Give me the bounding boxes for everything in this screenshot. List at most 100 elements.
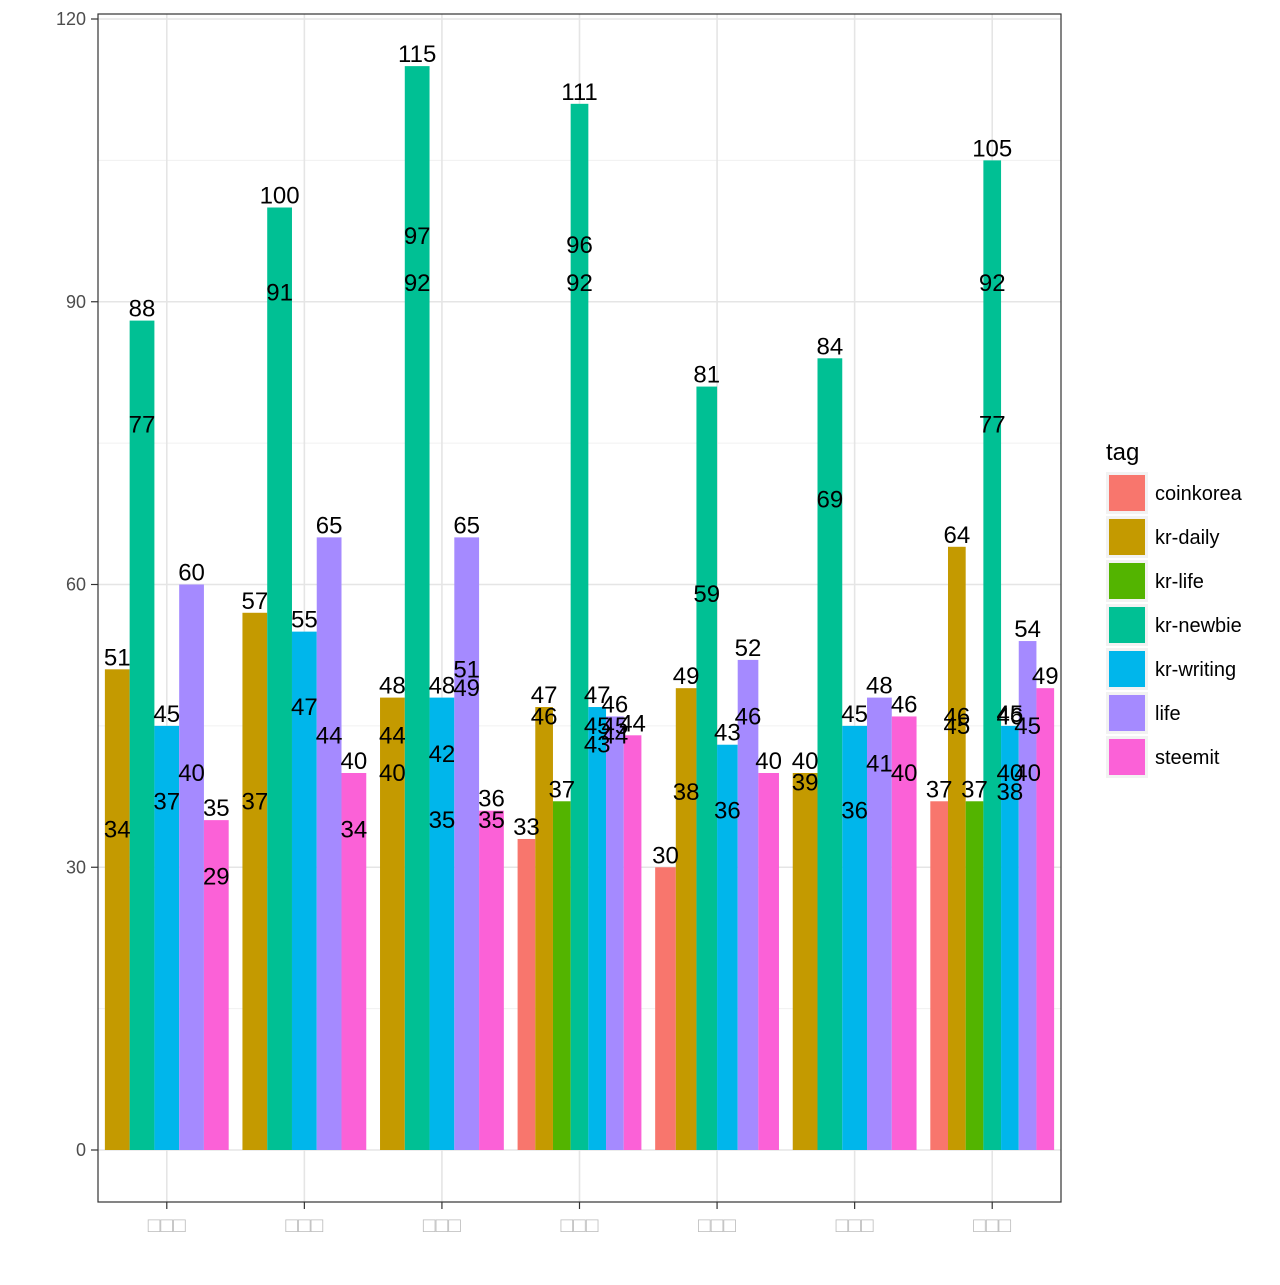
data-label: 91 [266, 279, 293, 306]
bar-kr-writing [717, 744, 738, 1150]
legend-swatch-life [1109, 695, 1145, 731]
data-label: 40 [997, 760, 1024, 787]
bar-value-label: 64 [943, 522, 970, 549]
bar-value-label: 100 [260, 183, 300, 210]
legend-swatch-kr-daily [1109, 519, 1145, 555]
bar-value-label: 60 [178, 560, 205, 587]
data-label: 44 [316, 722, 343, 749]
bar-value-label: 40 [792, 748, 819, 775]
bar-value-label: 51 [104, 644, 131, 671]
data-label: 37 [153, 788, 180, 815]
bar-value-label: 48 [379, 673, 406, 700]
bar-value-label: 46 [602, 691, 629, 718]
data-label: 38 [997, 779, 1024, 806]
bar-value-label: 105 [972, 135, 1012, 162]
data-label: 77 [979, 411, 1006, 438]
legend-label-kr-newbie: kr-newbie [1155, 615, 1242, 637]
data-label: 92 [404, 270, 431, 297]
bar-value-label: 47 [531, 682, 558, 709]
data-label: 92 [566, 270, 593, 297]
bar-steemit [479, 810, 504, 1150]
bars [104, 66, 1055, 1151]
bar-kr-newbie [267, 207, 292, 1150]
legend-title: tag [1106, 439, 1139, 466]
legend-label-steemit: steemit [1155, 747, 1220, 769]
x-tick-label: □□□ [423, 1214, 461, 1237]
bar-kr-writing [429, 697, 455, 1150]
data-label: 46 [531, 703, 558, 730]
data-label: 44 [379, 722, 406, 749]
y-tick-label: 0 [76, 1140, 86, 1160]
bar-kr-writing [291, 631, 317, 1150]
bar-kr-writing [154, 725, 180, 1150]
data-label: 43 [584, 732, 611, 759]
bar-value-label: 33 [513, 814, 540, 841]
x-tick-label: □□□ [836, 1214, 874, 1237]
y-tick-label: 90 [66, 292, 86, 312]
data-label: 37 [241, 788, 268, 815]
bar-kr-newbie [817, 358, 843, 1150]
data-label: 41 [866, 751, 893, 778]
legend-swatch-kr-life [1109, 563, 1145, 599]
bar-value-label: 40 [755, 748, 782, 775]
data-label: 45 [1014, 713, 1041, 740]
legend: tag coinkorea kr-daily kr-life kr-newbie kr-w… [1106, 439, 1243, 778]
bar-kr-daily [242, 612, 268, 1150]
data-label: 47 [291, 694, 318, 721]
data-label: 44 [602, 722, 629, 749]
legend-label-kr-daily: kr-daily [1155, 527, 1219, 549]
bar-value-label: 45 [841, 701, 868, 728]
bar-value-label: 37 [926, 776, 953, 803]
bar-steemit [758, 773, 779, 1150]
legend-label-kr-writing: kr-writing [1155, 659, 1236, 681]
data-label: 77 [129, 411, 156, 438]
bar-life [1018, 641, 1037, 1150]
bar-life [737, 659, 759, 1150]
data-label: 39 [792, 769, 819, 796]
data-label: 51 [453, 656, 480, 683]
bar-kr-newbie [983, 160, 1002, 1150]
bar-steemit [1036, 688, 1055, 1150]
data-label: 42 [429, 741, 456, 768]
data-label: 29 [203, 864, 230, 891]
bar-value-label: 45 [153, 701, 180, 728]
y-tick-label: 120 [56, 9, 86, 29]
legend-label-coinkorea: coinkorea [1155, 483, 1243, 505]
bar-value-label: 35 [203, 795, 230, 822]
bar-kr-newbie [404, 66, 430, 1150]
x-tick-label: □□□ [698, 1214, 736, 1237]
bar-kr-daily [675, 688, 697, 1150]
bar-value-label: 111 [561, 79, 597, 106]
data-label: 45 [943, 713, 970, 740]
data-label: 40 [1014, 760, 1041, 787]
bar-value-label: 49 [673, 663, 700, 690]
bar-value-label: 48 [866, 673, 893, 700]
legend-swatch-coinkorea [1109, 475, 1145, 511]
legend-swatch-kr-writing [1109, 651, 1145, 687]
data-label: 36 [714, 798, 741, 825]
bar-kr-daily [947, 546, 966, 1150]
bar-life [316, 537, 342, 1150]
bar-value-label: 40 [341, 748, 368, 775]
data-label: 46 [735, 703, 762, 730]
bar-value-label: 57 [241, 588, 268, 615]
bar-value-label: 45 [997, 701, 1024, 728]
bar-kr-daily [535, 707, 553, 1150]
bar-steemit [623, 735, 642, 1150]
bar-value-label: 65 [316, 512, 343, 539]
bar-value-label: 49 [1032, 663, 1059, 690]
y-tick-label: 30 [66, 857, 86, 877]
bar-life [867, 697, 892, 1150]
data-label: 35 [429, 807, 456, 834]
data-label: 45 [602, 713, 629, 740]
data-label: 35 [478, 807, 505, 834]
bar-kr-newbie [570, 103, 589, 1151]
bar-kr-daily [792, 773, 818, 1150]
x-axis: □□□ □□□ □□□ □□□ □□□ □□□ □□□ [148, 1202, 1012, 1237]
bar-value-label: 43 [714, 720, 741, 747]
bar-kr-daily [380, 697, 405, 1150]
y-axis: 0 30 60 90 120 [56, 9, 98, 1160]
bar-kr-writing [588, 707, 607, 1150]
x-tick-label: □□□ [285, 1214, 323, 1237]
